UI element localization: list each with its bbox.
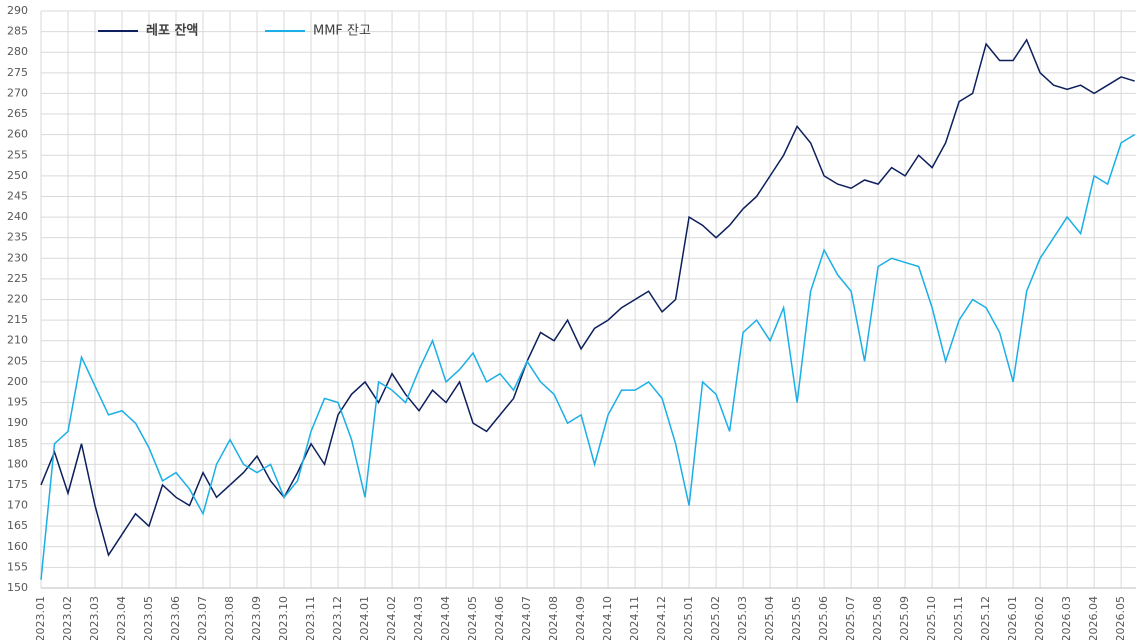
x-tick-label: 2024.09 (574, 596, 587, 640)
x-tick-label: 2023.06 (169, 596, 182, 640)
x-tick-label: 2023.10 (277, 596, 290, 640)
y-tick-label: 150 (7, 581, 28, 594)
x-tick-label: 2024.11 (628, 596, 641, 640)
y-tick-label: 180 (7, 457, 28, 470)
y-tick-label: 255 (7, 148, 28, 161)
x-tick-label: 2024.01 (358, 596, 371, 640)
x-tick-label: 2023.02 (61, 596, 74, 640)
x-tick-label: 2024.10 (601, 596, 614, 640)
y-tick-label: 270 (7, 86, 28, 99)
x-tick-label: 2025.02 (709, 596, 722, 640)
y-tick-label: 205 (7, 354, 28, 367)
y-tick-label: 155 (7, 560, 28, 573)
y-tick-label: 225 (7, 272, 28, 285)
y-tick-label: 265 (7, 107, 28, 120)
legend-label: MMF 잔고 (313, 24, 371, 39)
y-tick-label: 215 (7, 313, 28, 326)
x-tick-label: 2024.07 (520, 596, 533, 640)
x-tick-label: 2024.06 (493, 596, 506, 640)
y-tick-label: 185 (7, 437, 28, 450)
x-tick-label: 2023.08 (223, 596, 236, 640)
x-tick-label: 2026.05 (1114, 596, 1127, 640)
x-tick-label: 2023.09 (250, 596, 263, 640)
y-tick-label: 250 (7, 169, 28, 182)
y-tick-label: 175 (7, 478, 28, 491)
y-tick-label: 245 (7, 189, 28, 202)
x-tick-label: 2025.09 (898, 596, 911, 640)
x-tick-label: 2025.04 (763, 596, 776, 640)
x-tick-label: 2023.04 (115, 596, 128, 640)
y-tick-label: 200 (7, 375, 28, 388)
x-tick-label: 2023.12 (331, 596, 344, 640)
legend: 레포 잔액 MMF 잔고 (98, 23, 371, 39)
x-tick-label: 2024.03 (412, 596, 425, 640)
y-tick-label: 165 (7, 519, 28, 532)
data-line (40, 38, 1135, 557)
x-tick-label: 2025.10 (925, 596, 938, 640)
x-tick-label: 2025.07 (844, 596, 857, 640)
y-tick-label: 230 (7, 251, 28, 264)
x-tick-label: 2025.12 (979, 596, 992, 640)
y-tick-label: 210 (7, 334, 28, 347)
x-tick-label: 2025.08 (871, 596, 884, 640)
data-line (40, 134, 1136, 580)
y-tick-label: 240 (7, 210, 28, 223)
x-tick-label: 2025.06 (817, 596, 830, 640)
x-tick-label: 2023.07 (196, 596, 209, 640)
y-tick-label: 275 (7, 66, 28, 79)
y-tick-label: 195 (7, 396, 28, 409)
x-tick-label: 2026.03 (1060, 596, 1073, 640)
y-tick-label: 290 (7, 4, 28, 17)
x-tick-label: 2024.02 (385, 596, 398, 640)
x-tick-label: 2025.03 (736, 596, 749, 640)
y-tick-label: 190 (7, 416, 28, 429)
x-tick-label: 2023.11 (304, 596, 317, 640)
y-tick-label: 235 (7, 231, 28, 244)
x-tick-label: 2023.05 (142, 596, 155, 640)
x-tick-label: 2026.04 (1087, 596, 1100, 640)
x-tick-label: 2024.05 (466, 596, 479, 640)
legend-label: 레포 잔액 (146, 23, 198, 39)
y-tick-label: 170 (7, 499, 28, 512)
x-tick-label: 2024.04 (439, 596, 452, 640)
x-tick-label: 2023.03 (88, 596, 101, 640)
y-tick-label: 280 (7, 45, 28, 58)
y-tick-label: 160 (7, 540, 28, 553)
y-tick-label: 285 (7, 25, 28, 38)
x-tick-label: 2023.01 (34, 596, 47, 640)
y-tick-label: 220 (7, 293, 28, 306)
y-tick-label: 260 (7, 128, 28, 141)
x-tick-label: 2024.08 (547, 596, 560, 640)
x-tick-label: 2025.05 (790, 596, 803, 640)
x-tick-label: 2026.02 (1033, 596, 1046, 640)
x-tick-label: 2025.11 (952, 596, 965, 640)
x-tick-label: 2025.01 (682, 596, 695, 640)
x-tick-label: 2024.12 (655, 596, 668, 640)
x-tick-label: 2026.01 (1006, 596, 1019, 640)
